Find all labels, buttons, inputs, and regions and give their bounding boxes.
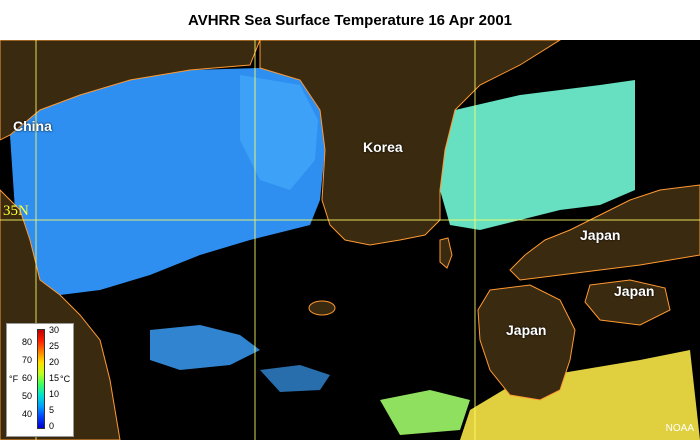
sea-of-japan-water [440,80,635,230]
celsius-unit: °C [60,374,71,384]
tsushima-island [439,237,453,269]
yellow-sea-highlight [240,75,318,190]
f-tick-40: 40 [22,409,33,419]
label-china: China [13,118,52,134]
c-tick-10: 10 [49,389,60,399]
c-tick-20: 20 [49,357,60,367]
f-tick-80: 80 [22,337,33,347]
temperature-legend: 80 70 60 50 40 30 25 20 15 10 5 0 °F °C [6,323,74,437]
c-tick-0: 0 [49,421,55,431]
f-tick-50: 50 [22,391,33,401]
jeju-island [308,300,336,316]
japan-kyushu [477,284,576,401]
c-tick-15: 15 [49,373,60,383]
c-tick-5: 5 [49,405,55,415]
c-tick-30: 30 [49,325,60,335]
warm-water-south [460,350,700,440]
gridlines [0,40,700,440]
warm-water-south-2 [380,390,470,435]
credit-label: NOAA [665,423,694,434]
f-tick-70: 70 [22,355,33,365]
japan-shikoku [584,279,671,326]
label-japan-east: Japan [614,283,655,299]
sst-map [0,40,700,440]
label-korea: Korea [363,139,403,155]
fahrenheit-unit: °F [9,374,19,384]
label-japan-south: Japan [506,322,547,338]
label-japan-north: Japan [580,227,621,243]
east-china-sea-patch-2 [260,365,330,392]
f-tick-60: 60 [22,373,33,383]
east-china-sea-patch [150,325,260,370]
japan-honshu [509,184,700,281]
korea-land [259,40,561,246]
c-tick-25: 25 [49,341,60,351]
color-scale-bar [37,329,45,429]
map-title: AVHRR Sea Surface Temperature 16 Apr 200… [187,11,513,29]
latitude-label: 35N [3,203,29,219]
